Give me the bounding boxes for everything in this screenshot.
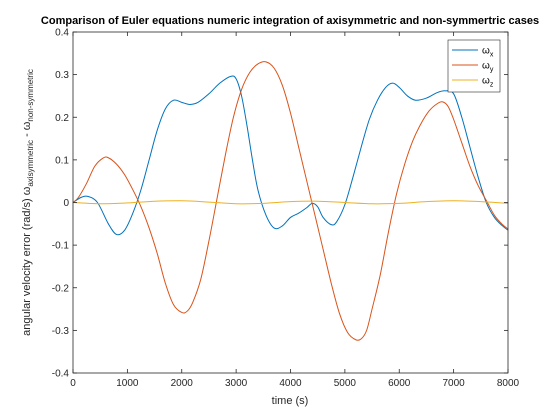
series-line-omega-z: [72, 200, 509, 205]
legend-subscript: x: [490, 52, 494, 59]
legend-omega: ω: [482, 61, 490, 72]
y-label-sub-non-symmetric: non-symmetric: [26, 69, 35, 121]
y-tick-label: 0.1: [55, 155, 69, 166]
y-tick-label: -0.3: [52, 326, 70, 337]
x-tick-label: 5000: [334, 378, 357, 389]
legend-subscript: y: [490, 67, 494, 74]
series-line-omega-y: [72, 61, 509, 341]
x-tick-label: 4000: [279, 378, 302, 389]
legend-omega: ω: [482, 76, 490, 87]
y-tick-label: -0.2: [52, 283, 70, 294]
series-line-omega-x: [72, 75, 509, 236]
x-tick-label: 8000: [497, 378, 520, 389]
series-layer: [72, 61, 509, 341]
plot-background: [73, 32, 508, 373]
legend-label-omega-y: ωy: [482, 61, 494, 74]
y-tick-label: 0.3: [55, 70, 69, 81]
x-axis-label: time (s): [272, 395, 309, 407]
legend-box: [447, 39, 501, 93]
x-tick-label: 2000: [171, 378, 194, 389]
legend-subscript: z: [490, 82, 494, 89]
y-label-dash: -: [21, 130, 33, 140]
y-label-omega-a: ω: [21, 186, 33, 195]
y-tick-label: -0.1: [52, 241, 70, 252]
x-tick-label: 6000: [388, 378, 411, 389]
y-axis-label: angular velocity error (rad/s) ωaxisymme…: [21, 69, 35, 336]
y-axis-label-text: angular velocity error (rad/s) ωaxisymme…: [21, 69, 35, 336]
chart-title: Comparison of Euler equations numeric in…: [41, 15, 539, 27]
y-label-prefix: angular velocity error (rad/s): [21, 195, 33, 336]
axes-layer: 0 1000 2000 3000 4000 5000 6000 7000 8000 -0.4 -0.…: [52, 28, 520, 390]
y-tick-label: 0: [63, 198, 69, 209]
y-tick-label: 0.2: [55, 113, 69, 124]
x-tick-label: 1000: [116, 378, 139, 389]
legend-label-omega-z: ωz: [482, 76, 494, 89]
y-tick-label: -0.4: [52, 369, 70, 380]
plot-area: [73, 32, 508, 373]
y-label-sub-axisymmetric: axisymmetric: [26, 140, 35, 187]
y-tick-label: 0.4: [55, 28, 69, 39]
legend-omega: ω: [482, 46, 490, 57]
y-label-omega-b: ω: [21, 121, 33, 130]
x-tick-label: 3000: [225, 378, 248, 389]
x-tick-label: 7000: [443, 378, 466, 389]
legend-label-omega-x: ωx: [482, 46, 494, 59]
x-tick-label: 0: [70, 378, 76, 389]
